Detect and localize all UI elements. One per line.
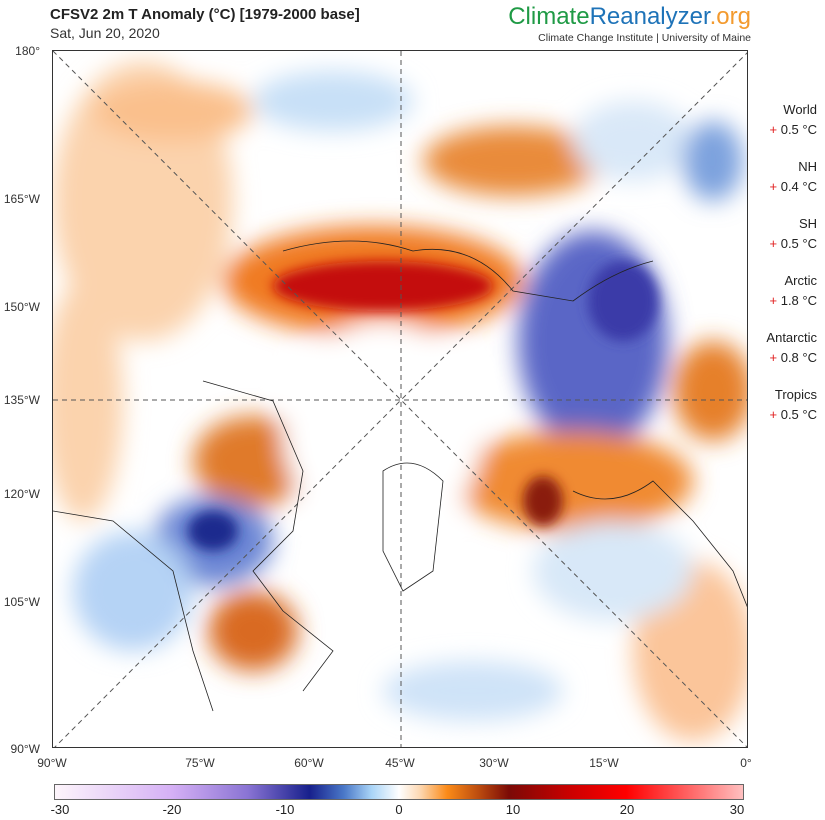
stat-nh: NH + 0.4 °C [769, 159, 818, 194]
lon-label: 15°W [589, 756, 619, 770]
colorbar-label: 10 [505, 802, 521, 817]
lon-label: 150°W [3, 300, 40, 314]
map-date: Sat, Jun 20, 2020 [50, 25, 160, 41]
lon-label: 105°W [3, 595, 40, 609]
stat-antarctic: Antarctic + 0.8 °C [766, 330, 817, 365]
colorbar-label: 0 [395, 802, 403, 817]
lon-label: 0° [740, 756, 752, 770]
lon-label: 30°W [479, 756, 509, 770]
lon-label: 165°W [3, 192, 40, 206]
lon-label: 45°W [385, 756, 415, 770]
anomaly-field [53, 51, 747, 747]
brand-part: Reanalyzer [589, 3, 710, 30]
anomaly-map [52, 50, 748, 748]
colorbar-label: -10 [275, 802, 295, 817]
lon-label: 90°W [10, 742, 40, 756]
stat-tropics: Tropics + 0.5 °C [769, 387, 818, 422]
colorbar-label: 20 [619, 802, 635, 817]
institute-label: Climate Change Institute | University of… [538, 32, 751, 44]
stat-arctic: Arctic + 1.8 °C [769, 273, 818, 308]
lon-label: 60°W [294, 756, 324, 770]
lon-label: 90°W [37, 756, 67, 770]
brand-part: Climate [508, 3, 590, 30]
lon-label: 75°W [185, 756, 215, 770]
lon-label: 120°W [3, 487, 40, 501]
colorbar-label: 30 [729, 802, 745, 817]
lat-label: 180° [15, 44, 40, 58]
stat-sh: SH + 0.5 °C [769, 216, 818, 251]
brand-logo[interactable]: ClimateReanalyzer.org [508, 3, 751, 31]
map-title: CFSV2 2m T Anomaly (°C) [1979-2000 base] [50, 6, 360, 23]
brand-part: .org [709, 3, 751, 30]
colorbar-label: -30 [50, 802, 70, 817]
lon-label: 135°W [3, 393, 40, 407]
stat-world: World + 0.5 °C [769, 102, 818, 137]
colorbar-label: -20 [162, 802, 182, 817]
colorbar [54, 784, 744, 800]
